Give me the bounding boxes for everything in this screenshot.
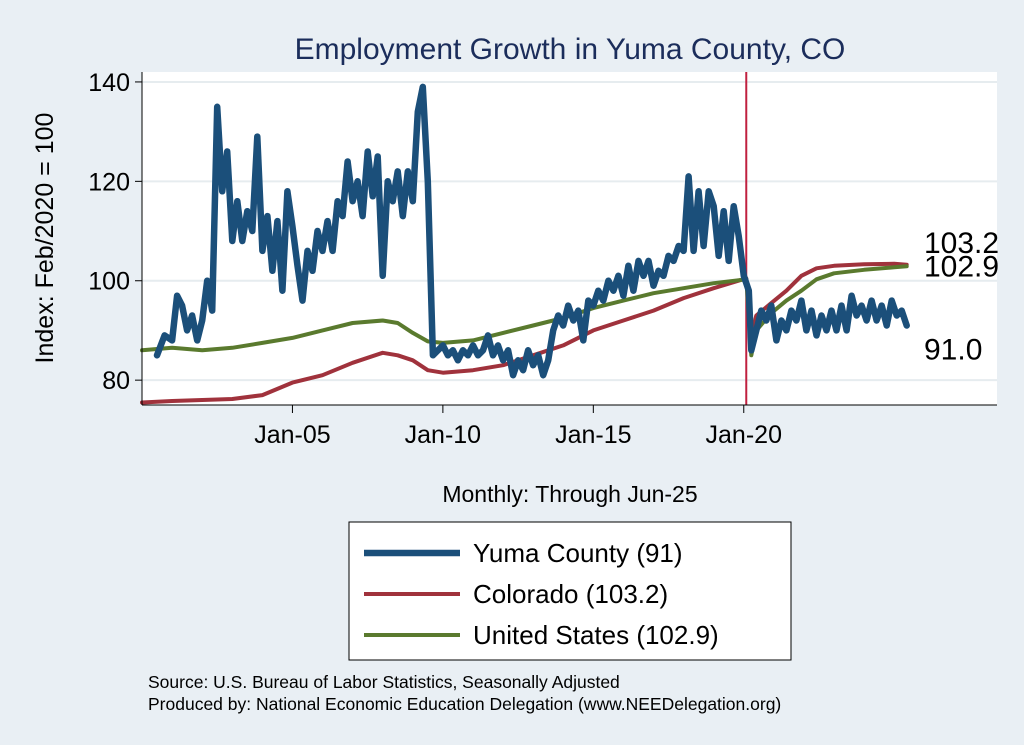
x-tick-label: Jan-20	[706, 421, 782, 449]
y-tick-label: 120	[88, 168, 130, 196]
legend: Yuma County (91) Colorado (103.2) United S…	[364, 538, 719, 650]
legend-label: United States (102.9)	[473, 620, 719, 650]
source-line-1: Source: U.S. Bureau of Labor Statistics,…	[148, 672, 620, 692]
x-tick-label: Jan-15	[555, 421, 631, 449]
source-line-2: Produced by: National Economic Education…	[148, 694, 781, 714]
x-tick-label: Jan-10	[405, 421, 481, 449]
end-label: 102.9	[924, 250, 999, 283]
x-axis-ticks: Jan-05 Jan-10 Jan-15 Jan-20	[254, 405, 782, 449]
y-axis-label: Index: Feb/2020 = 100	[31, 113, 59, 364]
x-tick-label: Jan-05	[254, 421, 330, 449]
chart-title: Employment Growth in Yuma County, CO	[295, 33, 846, 66]
series-line-1	[140, 261, 909, 405]
end-label: 91.0	[924, 333, 982, 366]
y-tick-label: 80	[102, 367, 130, 395]
legend-label: Colorado (103.2)	[473, 579, 668, 609]
y-axis-ticks: 80 100 120 140	[88, 69, 142, 395]
legend-label: Yuma County (91)	[473, 538, 683, 568]
end-label: 103.2	[924, 227, 999, 260]
y-tick-label: 140	[88, 69, 130, 97]
x-axis-note: Monthly: Through Jun-25	[442, 481, 697, 507]
series-line-0	[153, 83, 910, 379]
series-lines	[140, 83, 910, 405]
y-tick-label: 100	[88, 268, 130, 296]
